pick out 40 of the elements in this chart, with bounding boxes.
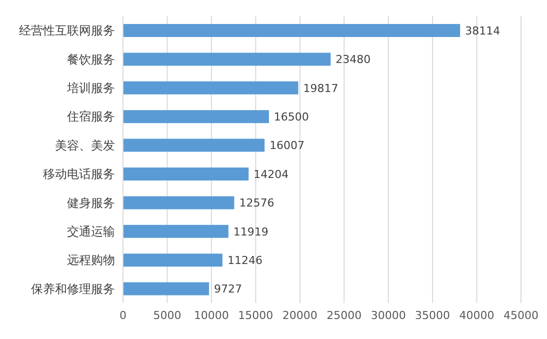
x-tick-label: 40000 bbox=[459, 308, 494, 322]
y-tick-label: 保养和修理服务 bbox=[31, 282, 115, 296]
data-label: 11246 bbox=[227, 254, 262, 268]
data-label: 38114 bbox=[465, 24, 500, 38]
data-label: 16500 bbox=[274, 110, 309, 124]
data-label: 14204 bbox=[254, 168, 289, 181]
x-tick-label: 10000 bbox=[194, 308, 229, 322]
x-tick-label: 25000 bbox=[326, 308, 362, 322]
data-label: 9727 bbox=[214, 282, 242, 296]
data-label: 19817 bbox=[303, 82, 338, 95]
x-tick-label: 20000 bbox=[282, 308, 318, 322]
bar bbox=[123, 254, 222, 267]
bar bbox=[123, 52, 331, 66]
y-tick-label: 移动电话服务 bbox=[43, 167, 115, 182]
y-tick-label: 培训服务 bbox=[66, 81, 115, 96]
data-label: 11919 bbox=[233, 225, 268, 238]
bar bbox=[123, 110, 269, 124]
bar bbox=[123, 138, 265, 152]
bar bbox=[123, 24, 460, 37]
y-tick-label: 经营性互联网服务 bbox=[19, 24, 115, 38]
y-tick-label: 交通运输 bbox=[67, 224, 115, 239]
y-tick-label: 健身服务 bbox=[67, 196, 115, 210]
data-label: 12576 bbox=[239, 196, 274, 210]
x-tick-label: 5000 bbox=[153, 308, 182, 322]
y-tick-label: 餐饮服务 bbox=[67, 52, 115, 66]
bar bbox=[123, 81, 298, 94]
x-tick-label: 30000 bbox=[370, 308, 406, 322]
x-tick-label: 0 bbox=[120, 308, 126, 322]
y-tick-label: 远程购物 bbox=[67, 253, 115, 268]
bar bbox=[123, 168, 249, 180]
bar bbox=[123, 282, 210, 296]
y-tick-label: 美容、美发 bbox=[55, 138, 115, 152]
data-label: 23480 bbox=[336, 53, 371, 66]
bar bbox=[123, 196, 234, 210]
y-tick-label: 住宿服务 bbox=[66, 110, 115, 124]
x-tick-label: 45000 bbox=[504, 308, 538, 322]
x-tick-label: 35000 bbox=[415, 308, 450, 322]
x-tick-label: 15000 bbox=[238, 308, 274, 322]
data-label: 16007 bbox=[270, 139, 305, 152]
bar bbox=[123, 224, 228, 238]
